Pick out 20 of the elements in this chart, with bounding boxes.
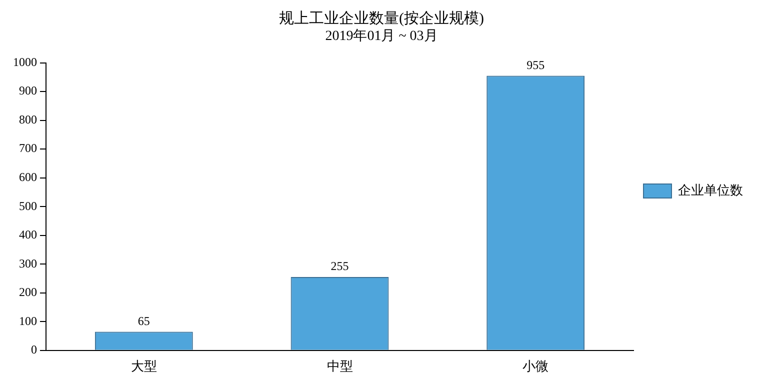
x-tick-label: 小微 xyxy=(522,358,549,374)
data-label: 255 xyxy=(330,259,349,274)
y-tick-label: 100 xyxy=(19,314,37,328)
chart-subtitle: 2019年01月 ~ 03月 xyxy=(325,28,438,44)
y-tick-label: 200 xyxy=(19,285,37,300)
chart-title: 规上工业企业数量(按企业规模) xyxy=(279,10,484,27)
y-tick-label: 0 xyxy=(31,342,37,357)
x-tick-label: 中型 xyxy=(326,358,353,374)
data-label: 65 xyxy=(138,314,150,328)
data-label: 955 xyxy=(526,58,545,72)
y-tick-label: 700 xyxy=(19,141,37,156)
y-tick-label: 900 xyxy=(19,84,37,98)
y-tick-label: 1000 xyxy=(13,54,37,69)
x-tick-label: 大型 xyxy=(130,358,157,374)
y-tick-label: 400 xyxy=(19,228,37,242)
y-tick-label: 600 xyxy=(19,170,37,184)
y-tick-label: 500 xyxy=(19,198,37,213)
y-tick-label: 800 xyxy=(19,112,37,126)
legend-label: 企业单位数 xyxy=(678,182,743,198)
y-tick-label: 300 xyxy=(19,256,37,270)
